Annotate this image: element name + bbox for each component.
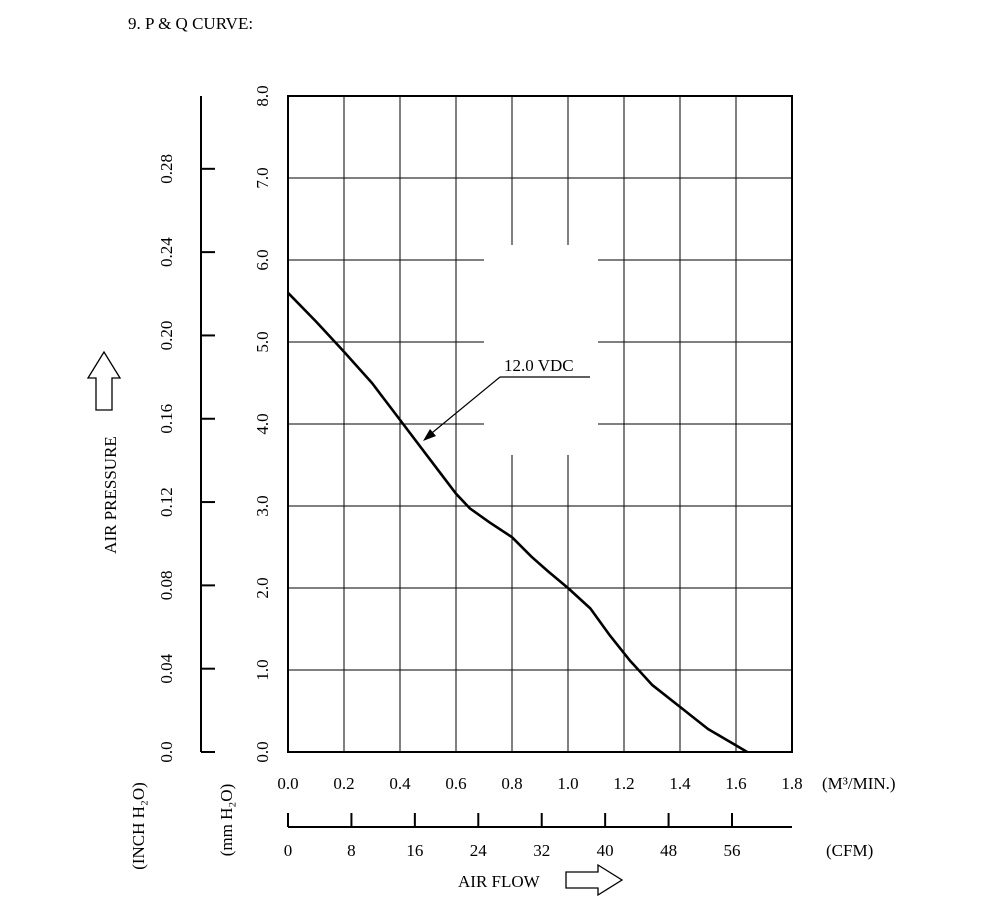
mm-tick-label: 1.0 — [253, 659, 272, 680]
inch-tick-label: 0.20 — [157, 321, 176, 351]
inch-tick-label: 0.24 — [157, 237, 176, 267]
mm-tick-label: 5.0 — [253, 331, 272, 352]
x-tick-label: 1.4 — [669, 774, 691, 793]
cfm-tick-label: 56 — [724, 841, 741, 860]
inch-tick-label: 0.28 — [157, 154, 176, 184]
annotation-label: 12.0 VDC — [504, 356, 574, 375]
x-tick-label: 0.4 — [389, 774, 411, 793]
x-tick-label: 0.8 — [501, 774, 522, 793]
mm-tick-label: 0.0 — [253, 741, 272, 762]
air-pressure-label-group: AIR PRESSURE — [86, 350, 122, 554]
mm-tick-label: 7.0 — [253, 167, 272, 188]
right-arrow-icon — [565, 863, 624, 897]
plot-frame — [287, 95, 793, 753]
inch-h2o-axis: 0.0 0.04 0.08 0.12 0.16 0.20 0.24 0.28 — [157, 96, 215, 763]
mm-h2o-unit-label: (mm H₂O) — [217, 784, 236, 857]
chart-grid — [288, 96, 792, 752]
vdc-annotation: 12.0 VDC — [423, 356, 590, 441]
cfm-unit-label: (CFM) — [826, 841, 873, 860]
cfm-tick-label: 40 — [597, 841, 614, 860]
mm-tick-label: 8.0 — [253, 85, 272, 106]
airflow-cfm-axis: 0 8 16 24 32 40 48 56 — [284, 813, 792, 860]
inch-tick-label: 0.16 — [157, 404, 176, 434]
inch-h2o-unit-label: (INCH H₂O) — [129, 782, 148, 870]
inch-tick-label: 0.08 — [157, 571, 176, 601]
page-heading: 9. P & Q CURVE: — [128, 14, 253, 33]
mm-tick-label: 3.0 — [253, 495, 272, 516]
cfm-tick-label: 24 — [470, 841, 488, 860]
x-tick-label: 0.2 — [333, 774, 354, 793]
inch-tick-label: 0.04 — [157, 653, 176, 683]
inch-tick-label: 0.0 — [157, 741, 176, 762]
inch-tick-label: 0.12 — [157, 487, 176, 517]
mm-h2o-axis: 0.0 1.0 2.0 3.0 4.0 5.0 6.0 7.0 8.0 — [253, 85, 272, 762]
x-axis-label: AIR FLOW — [458, 872, 541, 891]
mm-tick-label: 2.0 — [253, 577, 272, 598]
airflow-m3-axis: 0.0 0.2 0.4 0.6 0.8 1.0 1.2 1.4 1.6 1.8 — [277, 774, 802, 793]
x-tick-label: 1.8 — [781, 774, 802, 793]
x-tick-label: 1.0 — [557, 774, 578, 793]
up-arrow-icon — [86, 350, 122, 411]
x-tick-label: 1.6 — [725, 774, 746, 793]
x-tick-label: 0.6 — [445, 774, 466, 793]
cfm-tick-label: 8 — [347, 841, 356, 860]
series-line-12vdc — [287, 291, 748, 754]
air-flow-label-group: AIR FLOW — [458, 863, 624, 897]
annotation-arrowhead — [423, 429, 436, 441]
cfm-tick-label: 16 — [406, 841, 423, 860]
cfm-tick-label: 0 — [284, 841, 293, 860]
cfm-tick-label: 32 — [533, 841, 550, 860]
x-tick-label: 0.0 — [277, 774, 298, 793]
cfm-tick-label: 48 — [660, 841, 677, 860]
annotation-leader — [426, 376, 501, 438]
m3-unit-label: (M³/MIN.) — [822, 774, 896, 793]
mm-tick-label: 4.0 — [253, 413, 272, 434]
series-layer — [287, 291, 748, 754]
mm-tick-label: 6.0 — [253, 249, 272, 270]
y-axis-label: AIR PRESSURE — [101, 436, 120, 554]
x-tick-label: 1.2 — [613, 774, 634, 793]
